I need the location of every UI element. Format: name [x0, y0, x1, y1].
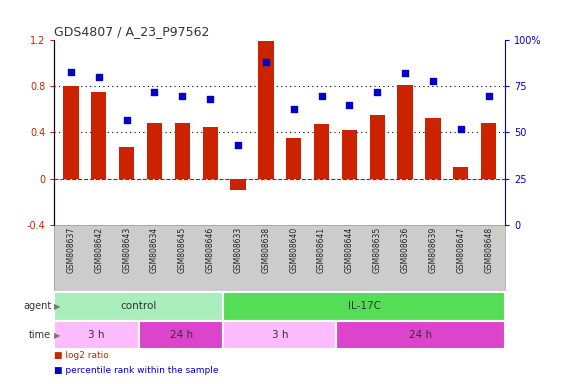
Text: GSM808641: GSM808641 [317, 227, 326, 273]
Point [66, 69, 75, 75]
Text: control: control [120, 301, 157, 311]
Text: GSM808635: GSM808635 [373, 227, 382, 273]
Bar [314, 124, 329, 179]
Text: GSM808640: GSM808640 [289, 227, 298, 273]
Text: time: time [29, 330, 51, 340]
Bar [336, 321, 505, 349]
Text: ■ log2 ratio: ■ log2 ratio [54, 351, 109, 360]
Text: GSM808642: GSM808642 [94, 227, 103, 273]
Point [456, 126, 465, 132]
Bar [203, 127, 218, 179]
Bar [453, 167, 468, 179]
Bar [230, 179, 246, 190]
Point [178, 93, 187, 99]
Text: agent: agent [23, 301, 51, 311]
Text: GSM808638: GSM808638 [262, 227, 270, 273]
Bar [223, 321, 336, 349]
Point [400, 70, 409, 76]
Point [94, 74, 103, 80]
Text: ▶: ▶ [54, 302, 60, 311]
Text: 24 h: 24 h [170, 330, 192, 340]
Text: GSM808647: GSM808647 [456, 227, 465, 273]
Text: GSM808644: GSM808644 [345, 227, 354, 273]
Point [317, 93, 326, 99]
Point [345, 102, 354, 108]
Bar [223, 292, 505, 321]
Point [122, 116, 131, 122]
Text: GSM808633: GSM808633 [234, 227, 243, 273]
Bar [397, 85, 413, 179]
Text: GSM808634: GSM808634 [150, 227, 159, 273]
Text: 24 h: 24 h [409, 330, 432, 340]
Point [289, 106, 298, 112]
Text: ▶: ▶ [54, 331, 60, 339]
Bar [54, 292, 223, 321]
Text: GSM808637: GSM808637 [66, 227, 75, 273]
Point [150, 89, 159, 95]
Text: GSM808645: GSM808645 [178, 227, 187, 273]
Text: GSM808643: GSM808643 [122, 227, 131, 273]
Text: GSM808646: GSM808646 [206, 227, 215, 273]
Bar [63, 86, 79, 179]
Text: GDS4807 / A_23_P97562: GDS4807 / A_23_P97562 [54, 25, 210, 38]
Bar [258, 41, 274, 179]
Bar [91, 92, 106, 179]
Bar [119, 147, 134, 179]
Text: GSM808639: GSM808639 [428, 227, 437, 273]
Bar [425, 118, 441, 179]
Point [234, 142, 243, 149]
Text: GSM808648: GSM808648 [484, 227, 493, 273]
Bar [369, 115, 385, 179]
Bar [54, 321, 139, 349]
Point [484, 93, 493, 99]
Point [206, 96, 215, 103]
Text: IL-17C: IL-17C [348, 301, 381, 311]
Text: GSM808636: GSM808636 [401, 227, 409, 273]
Bar [139, 321, 223, 349]
Bar [147, 123, 162, 179]
Text: ■ percentile rank within the sample: ■ percentile rank within the sample [54, 366, 219, 375]
Bar [286, 138, 301, 179]
Point [428, 78, 437, 84]
Point [262, 60, 271, 66]
Text: 3 h: 3 h [89, 330, 105, 340]
Bar [481, 123, 496, 179]
Bar [342, 130, 357, 179]
Bar [175, 123, 190, 179]
Point [373, 89, 382, 95]
Text: 3 h: 3 h [272, 330, 288, 340]
